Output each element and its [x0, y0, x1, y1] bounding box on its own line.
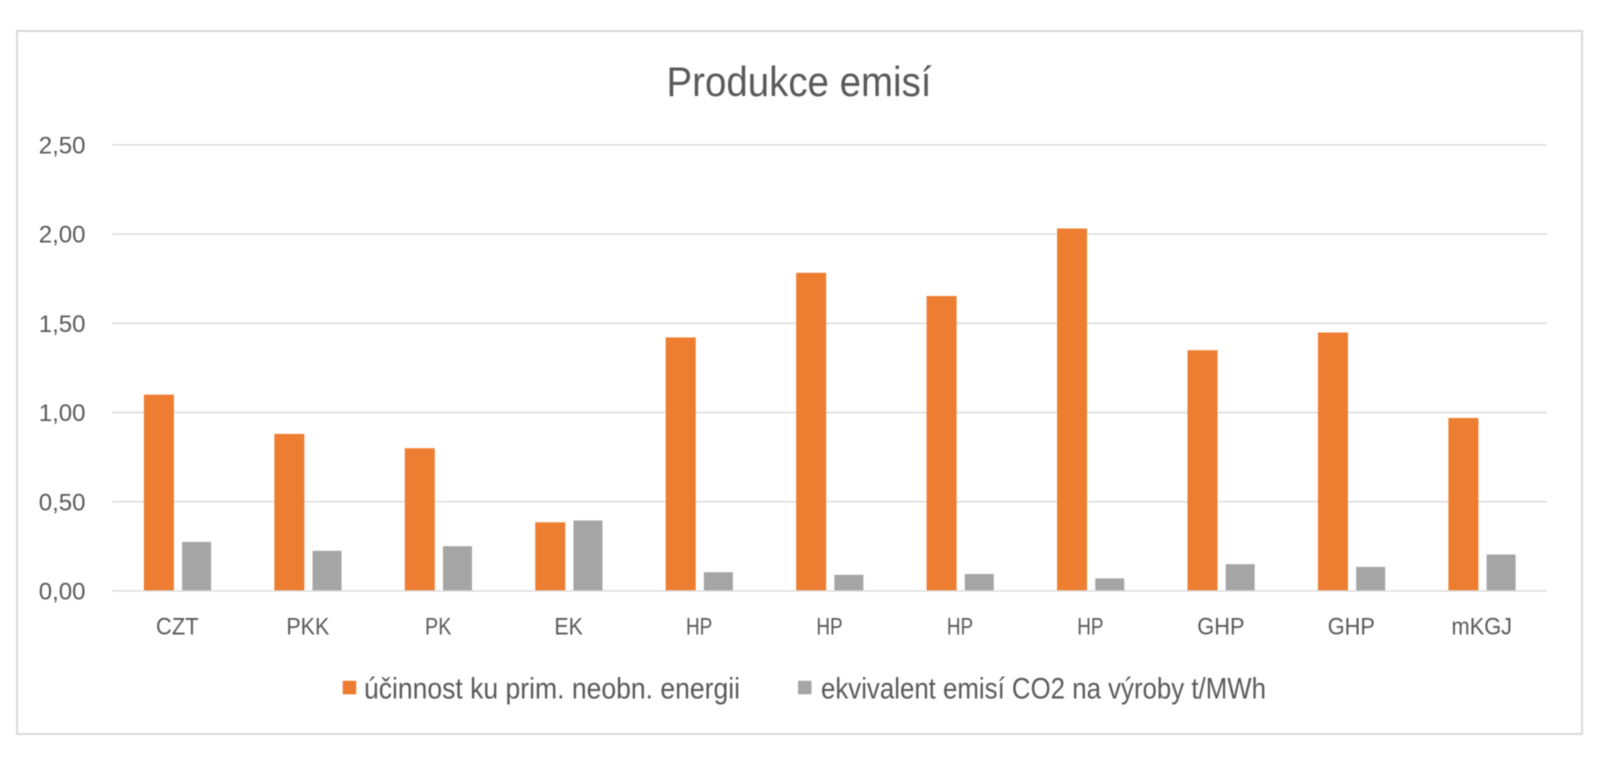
svg-text:0,00: 0,00 [39, 579, 86, 606]
svg-text:2,50: 2,50 [39, 133, 86, 160]
svg-text:Produkce emisí: Produkce emisí [667, 58, 932, 105]
svg-text:1,00: 1,00 [39, 400, 86, 427]
svg-text:EK: EK [554, 613, 583, 640]
svg-text:2,00: 2,00 [39, 222, 86, 249]
svg-text:mKGJ: mKGJ [1452, 613, 1513, 640]
svg-text:HP: HP [686, 613, 712, 640]
svg-text:0,50: 0,50 [39, 489, 86, 516]
svg-text:GHP: GHP [1328, 613, 1375, 640]
svg-text:GHP: GHP [1197, 613, 1244, 640]
svg-text:HP: HP [947, 613, 973, 640]
svg-text:ekvivalent emisí CO2 na výroby: ekvivalent emisí CO2 na výroby t/MWh [821, 673, 1266, 706]
svg-text:HP: HP [1077, 613, 1103, 640]
svg-text:CZT: CZT [156, 613, 199, 640]
svg-text:1,50: 1,50 [39, 311, 86, 338]
svg-text:PKK: PKK [286, 613, 329, 640]
svg-text:PK: PK [425, 613, 451, 640]
svg-text:účinnost ku prim. neobn. energ: účinnost ku prim. neobn. energii [364, 673, 740, 706]
svg-text:HP: HP [816, 613, 842, 640]
